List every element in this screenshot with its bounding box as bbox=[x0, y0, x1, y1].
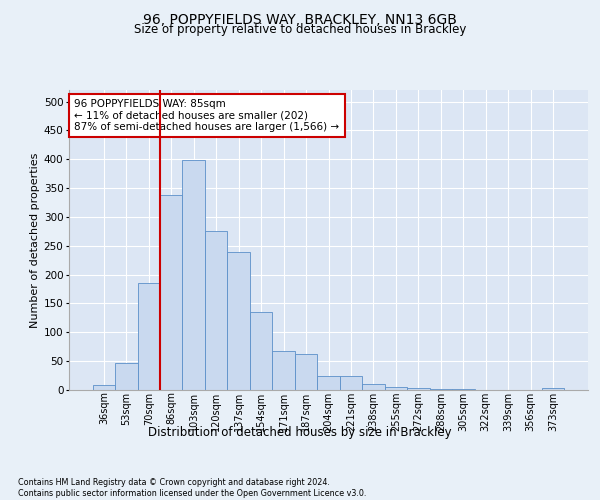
Text: Distribution of detached houses by size in Brackley: Distribution of detached houses by size … bbox=[148, 426, 452, 439]
Bar bbox=[137, 284, 160, 390]
Bar bbox=[205, 232, 227, 390]
Text: Size of property relative to detached houses in Brackley: Size of property relative to detached ho… bbox=[134, 24, 466, 36]
Bar bbox=[362, 384, 385, 390]
Bar bbox=[250, 312, 272, 390]
Bar bbox=[182, 160, 205, 390]
Bar bbox=[385, 387, 407, 390]
Bar bbox=[272, 351, 295, 390]
Bar bbox=[340, 376, 362, 390]
Bar bbox=[227, 252, 250, 390]
Text: 96 POPPYFIELDS WAY: 85sqm
← 11% of detached houses are smaller (202)
87% of semi: 96 POPPYFIELDS WAY: 85sqm ← 11% of detac… bbox=[74, 99, 340, 132]
Y-axis label: Number of detached properties: Number of detached properties bbox=[29, 152, 40, 328]
Bar bbox=[92, 386, 115, 390]
Bar bbox=[160, 195, 182, 390]
Bar bbox=[407, 388, 430, 390]
Bar bbox=[317, 376, 340, 390]
Text: 96, POPPYFIELDS WAY, BRACKLEY, NN13 6GB: 96, POPPYFIELDS WAY, BRACKLEY, NN13 6GB bbox=[143, 12, 457, 26]
Bar bbox=[295, 354, 317, 390]
Text: Contains HM Land Registry data © Crown copyright and database right 2024.
Contai: Contains HM Land Registry data © Crown c… bbox=[18, 478, 367, 498]
Bar bbox=[430, 389, 452, 390]
Bar bbox=[115, 364, 137, 390]
Bar bbox=[542, 388, 565, 390]
